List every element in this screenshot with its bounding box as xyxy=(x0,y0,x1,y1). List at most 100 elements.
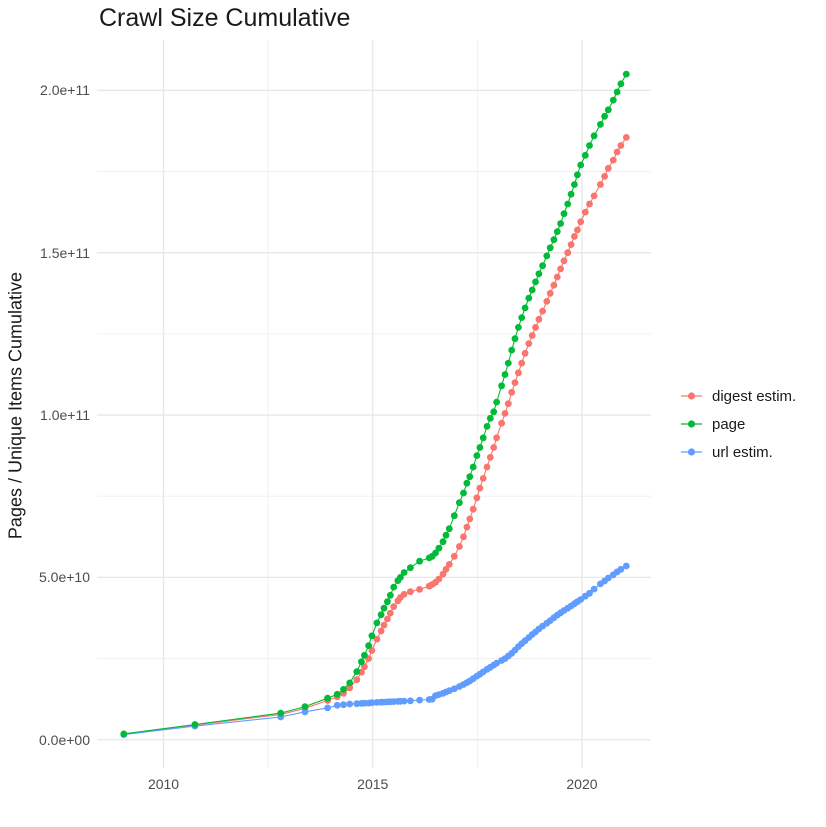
data-point xyxy=(501,371,509,378)
data-point xyxy=(435,544,443,552)
data-point xyxy=(528,286,536,294)
legend-label: digest estim. xyxy=(712,387,797,405)
data-point xyxy=(557,265,564,273)
data-point xyxy=(508,346,516,354)
data-point xyxy=(346,700,354,708)
legend-key-icon xyxy=(681,392,702,400)
data-point xyxy=(361,651,368,659)
data-point xyxy=(386,609,394,617)
data-point xyxy=(120,730,128,738)
data-point xyxy=(601,112,608,120)
data-point xyxy=(539,262,546,270)
data-point xyxy=(577,218,585,226)
data-point xyxy=(546,244,554,252)
data-point xyxy=(442,531,450,539)
data-point xyxy=(390,583,398,591)
data-point xyxy=(483,463,491,471)
chart-title: Crawl Size Cumulative xyxy=(99,4,351,32)
data-point xyxy=(515,369,522,377)
data-point xyxy=(601,173,608,180)
data-point xyxy=(515,324,522,331)
data-point xyxy=(586,142,593,149)
x-tick-label: 2020 xyxy=(566,776,598,792)
data-point xyxy=(450,552,458,560)
data-point xyxy=(546,289,554,297)
y-tick-label: 1.0e+11 xyxy=(40,407,90,424)
data-point xyxy=(597,181,604,188)
data-point xyxy=(407,697,414,705)
data-point xyxy=(368,699,376,707)
data-point xyxy=(590,192,598,200)
data-point xyxy=(301,703,309,710)
data-point xyxy=(622,562,630,570)
data-point xyxy=(493,398,500,406)
data-point xyxy=(557,220,564,227)
data-point xyxy=(483,423,491,430)
legend-item-url-estim: url estim. xyxy=(680,438,796,466)
data-point xyxy=(368,647,376,654)
data-point xyxy=(386,591,394,599)
data-point xyxy=(613,148,621,156)
data-point xyxy=(380,604,388,612)
data-point xyxy=(571,233,578,240)
data-point xyxy=(550,281,558,289)
data-point xyxy=(445,561,453,568)
y-tick-label: 0.0e+00 xyxy=(39,731,90,748)
data-point xyxy=(617,565,625,573)
data-point xyxy=(581,151,589,159)
data-point xyxy=(486,453,494,461)
data-point xyxy=(400,590,408,598)
data-point xyxy=(597,121,604,128)
data-point xyxy=(590,585,598,593)
legend-label: page xyxy=(712,415,746,433)
data-point xyxy=(353,668,361,675)
data-point xyxy=(358,658,365,666)
data-point xyxy=(373,619,381,627)
data-point xyxy=(400,697,408,705)
data-point xyxy=(407,588,414,596)
data-point xyxy=(490,408,498,416)
data-point xyxy=(604,164,612,172)
data-point xyxy=(380,621,388,629)
data-point xyxy=(535,315,543,323)
data-point xyxy=(373,635,381,643)
data-point xyxy=(324,694,331,702)
data-point xyxy=(508,388,516,396)
data-point xyxy=(463,523,471,531)
data-point xyxy=(473,494,481,502)
data-point xyxy=(390,603,398,610)
data-point xyxy=(567,190,575,198)
data-point xyxy=(191,721,199,728)
data-point xyxy=(466,515,474,523)
legend-key-icon xyxy=(681,420,702,428)
data-point xyxy=(609,96,617,104)
data-point xyxy=(435,575,443,583)
data-point xyxy=(439,538,447,546)
data-point xyxy=(560,257,568,265)
data-point xyxy=(498,382,505,390)
data-point xyxy=(486,414,494,422)
x-tick-label: 2010 xyxy=(147,776,180,792)
data-point xyxy=(511,335,519,343)
data-point xyxy=(586,200,593,208)
data-point xyxy=(377,611,385,619)
y-tick-label: 1.5e+11 xyxy=(40,244,90,261)
x-tick-label: 2015 xyxy=(357,776,389,792)
data-point xyxy=(493,659,500,667)
data-point xyxy=(479,434,487,442)
data-point xyxy=(564,200,572,208)
data-point xyxy=(622,70,630,78)
data-point xyxy=(504,400,512,408)
data-point xyxy=(361,663,368,671)
data-point xyxy=(400,569,408,576)
data-point xyxy=(532,278,539,286)
data-point xyxy=(574,171,581,179)
data-point xyxy=(493,434,500,442)
data-point xyxy=(301,708,309,716)
data-point xyxy=(346,684,354,692)
data-point xyxy=(504,359,512,367)
y-axis-title: Pages / Unique Items Cumulative xyxy=(5,271,26,540)
data-point xyxy=(384,615,391,623)
